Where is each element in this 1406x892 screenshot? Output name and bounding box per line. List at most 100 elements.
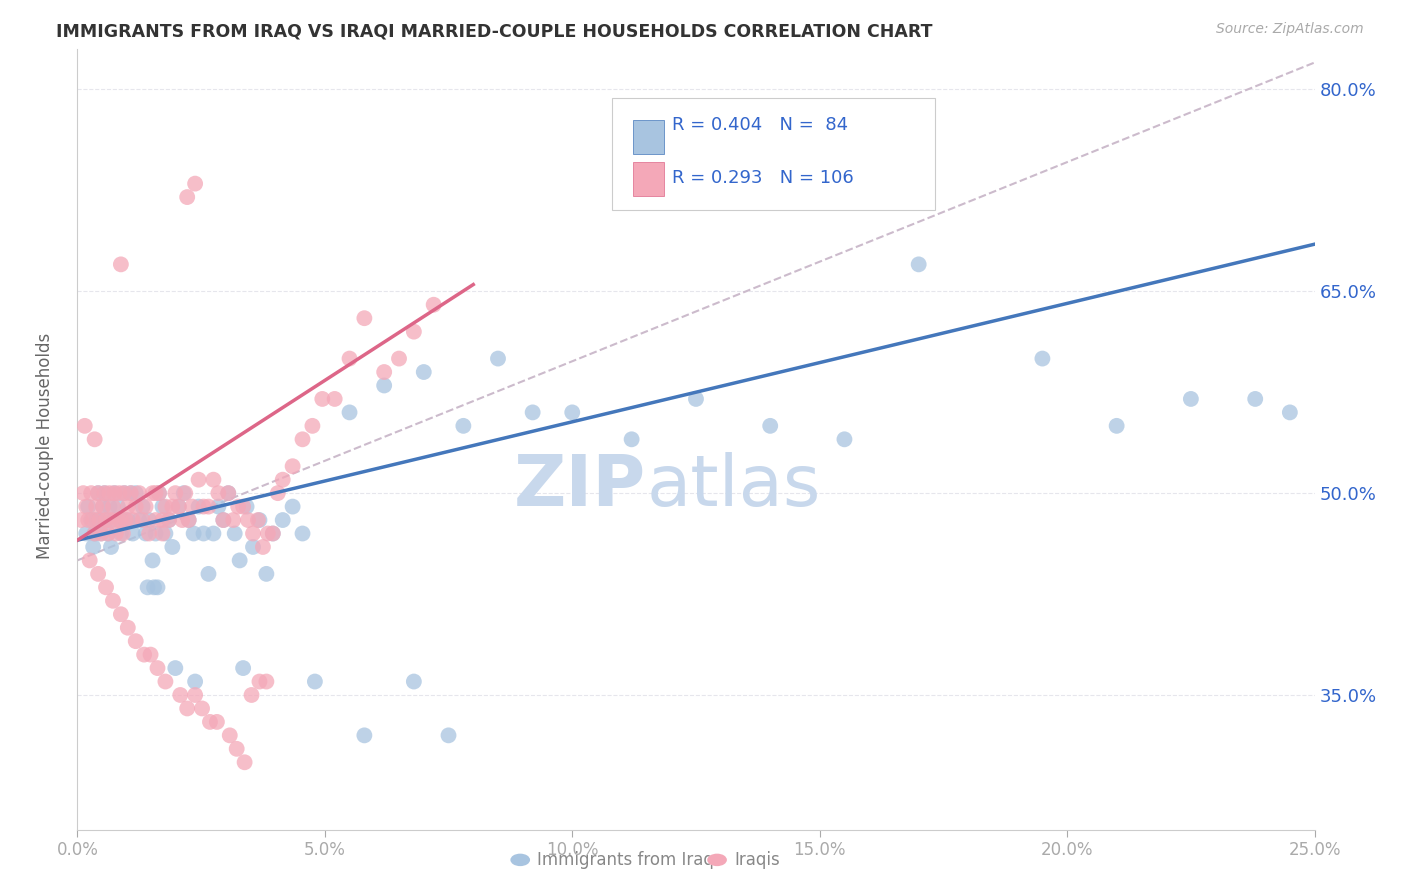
Point bbox=[232, 500, 254, 514]
Point bbox=[353, 728, 375, 742]
Point bbox=[249, 513, 271, 527]
Point bbox=[620, 433, 643, 447]
Point bbox=[907, 257, 929, 271]
Point bbox=[94, 513, 117, 527]
Point bbox=[1031, 351, 1053, 366]
Point bbox=[87, 486, 110, 500]
Point bbox=[128, 486, 150, 500]
Point bbox=[152, 500, 174, 514]
Point bbox=[187, 500, 209, 514]
Point bbox=[271, 513, 294, 527]
Point bbox=[152, 526, 174, 541]
Point bbox=[117, 500, 139, 514]
Point bbox=[522, 405, 544, 419]
Point bbox=[486, 351, 509, 366]
Point bbox=[177, 513, 200, 527]
Point bbox=[82, 513, 104, 527]
Point bbox=[181, 500, 204, 514]
Point bbox=[148, 486, 170, 500]
Point bbox=[107, 513, 129, 527]
Point bbox=[110, 257, 132, 271]
Point bbox=[77, 513, 100, 527]
Point bbox=[143, 580, 166, 594]
Point bbox=[1180, 392, 1202, 406]
Point bbox=[87, 566, 110, 581]
Point bbox=[267, 486, 290, 500]
Point bbox=[233, 756, 256, 770]
Point bbox=[262, 526, 284, 541]
Point bbox=[117, 621, 139, 635]
Point bbox=[242, 540, 264, 554]
Point bbox=[104, 526, 127, 541]
Point bbox=[112, 486, 135, 500]
Point bbox=[184, 674, 207, 689]
Point bbox=[169, 688, 191, 702]
Point bbox=[80, 486, 103, 500]
Point bbox=[125, 500, 148, 514]
Point bbox=[453, 418, 475, 433]
Point bbox=[90, 526, 112, 541]
Point bbox=[212, 513, 235, 527]
Point bbox=[120, 486, 142, 500]
Point bbox=[172, 513, 194, 527]
Point bbox=[131, 500, 153, 514]
Point bbox=[311, 392, 333, 406]
Point bbox=[145, 526, 167, 541]
Text: Immigrants from Iraq: Immigrants from Iraq bbox=[537, 851, 714, 869]
Point bbox=[165, 661, 187, 675]
Point bbox=[177, 513, 200, 527]
Point bbox=[685, 392, 707, 406]
Point bbox=[291, 433, 314, 447]
Point bbox=[90, 526, 112, 541]
Point bbox=[339, 351, 361, 366]
Point bbox=[152, 513, 174, 527]
Point bbox=[205, 714, 228, 729]
Point bbox=[1105, 418, 1128, 433]
Point bbox=[134, 648, 156, 662]
Point bbox=[202, 526, 225, 541]
Point bbox=[110, 513, 132, 527]
Point bbox=[117, 513, 139, 527]
Point bbox=[167, 500, 190, 514]
Point bbox=[139, 648, 162, 662]
Point bbox=[111, 526, 134, 541]
Point bbox=[174, 486, 197, 500]
Point bbox=[107, 500, 129, 514]
Point bbox=[173, 486, 195, 500]
Point bbox=[157, 513, 180, 527]
Point bbox=[155, 674, 177, 689]
Point bbox=[225, 741, 247, 756]
Text: ZIP: ZIP bbox=[515, 452, 647, 521]
Point bbox=[193, 500, 215, 514]
Point bbox=[128, 513, 150, 527]
Point bbox=[93, 486, 115, 500]
Point bbox=[162, 500, 184, 514]
Point bbox=[373, 378, 395, 392]
Point bbox=[184, 177, 207, 191]
Point bbox=[121, 513, 143, 527]
Point bbox=[79, 553, 101, 567]
Text: R = 0.404   N =  84: R = 0.404 N = 84 bbox=[672, 116, 848, 134]
Point bbox=[834, 433, 856, 447]
Point bbox=[252, 540, 274, 554]
Point bbox=[228, 553, 250, 567]
Text: Married-couple Households: Married-couple Households bbox=[37, 333, 53, 559]
Point bbox=[70, 513, 93, 527]
Text: atlas: atlas bbox=[647, 452, 821, 521]
Text: R = 0.293   N = 106: R = 0.293 N = 106 bbox=[672, 169, 853, 187]
Point bbox=[125, 634, 148, 648]
Point bbox=[412, 365, 434, 379]
Point bbox=[101, 513, 124, 527]
Point bbox=[207, 500, 229, 514]
Point bbox=[111, 513, 134, 527]
Point bbox=[183, 526, 205, 541]
Point bbox=[232, 661, 254, 675]
Point bbox=[193, 526, 215, 541]
Point bbox=[93, 486, 115, 500]
Point bbox=[80, 513, 103, 527]
Point bbox=[94, 580, 117, 594]
Point bbox=[75, 500, 97, 514]
Point bbox=[73, 418, 96, 433]
Point bbox=[83, 526, 105, 541]
Point bbox=[202, 473, 225, 487]
